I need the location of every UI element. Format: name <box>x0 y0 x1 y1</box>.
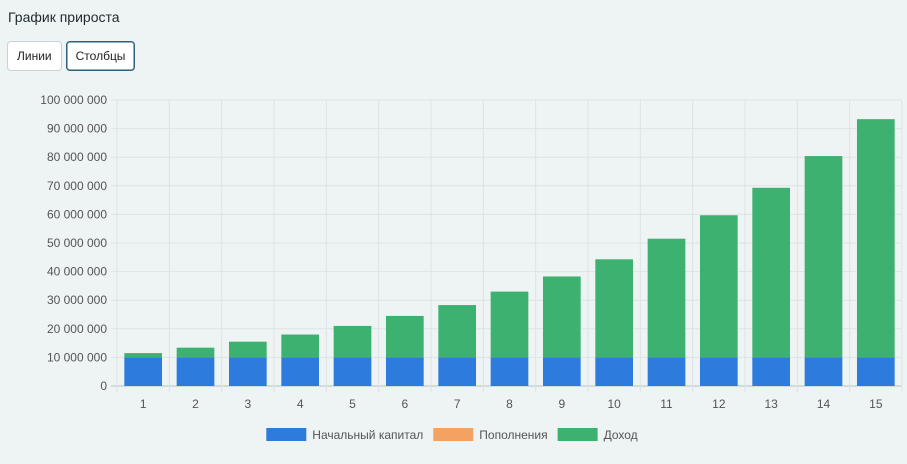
x-tick-label: 7 <box>454 397 461 411</box>
bar-начальный-капитал[interactable] <box>124 357 163 386</box>
bar-начальный-капитал[interactable] <box>804 357 843 386</box>
x-tick-label: 10 <box>607 397 621 411</box>
x-tick-label: 5 <box>349 397 356 411</box>
y-tick-label: 70 000 000 <box>47 179 107 193</box>
x-tick-label: 6 <box>401 397 408 411</box>
bar-начальный-капитал[interactable] <box>385 357 424 386</box>
columns-view-button[interactable]: Столбцы <box>65 41 136 71</box>
bar-начальный-капитал[interactable] <box>699 357 738 386</box>
bar-начальный-капитал[interactable] <box>542 357 581 386</box>
y-tick-label: 80 000 000 <box>47 150 107 164</box>
x-tick-label: 4 <box>297 397 304 411</box>
x-tick-label: 11 <box>660 397 673 411</box>
y-tick-label: 60 000 000 <box>47 207 107 221</box>
bar-доход[interactable] <box>752 187 791 358</box>
bar-доход[interactable] <box>804 156 843 358</box>
x-tick-label: 8 <box>506 397 513 411</box>
legend-swatch <box>557 428 598 441</box>
bar-доход[interactable] <box>228 341 267 358</box>
chart-view-toggle: Линии Столбцы <box>7 41 136 71</box>
bar-начальный-капитал[interactable] <box>228 357 267 386</box>
x-tick-label: 1 <box>140 397 147 411</box>
bar-доход[interactable] <box>542 276 581 358</box>
y-tick-label: 50 000 000 <box>47 236 107 250</box>
x-tick-label: 3 <box>244 397 251 411</box>
y-tick-label: 20 000 000 <box>47 322 107 336</box>
x-tick-label: 2 <box>192 397 199 411</box>
bar-доход[interactable] <box>385 315 424 358</box>
legend-label: Пополнения <box>479 428 547 442</box>
bar-доход[interactable] <box>333 325 372 358</box>
x-tick-label: 15 <box>869 397 883 411</box>
bar-доход[interactable] <box>176 347 215 358</box>
x-tick-label: 14 <box>817 397 831 411</box>
bar-доход[interactable] <box>647 238 686 358</box>
y-tick-label: 40 000 000 <box>47 265 107 279</box>
bar-начальный-капитал[interactable] <box>490 357 529 386</box>
bar-начальный-капитал[interactable] <box>752 357 791 386</box>
bar-начальный-капитал[interactable] <box>856 357 895 386</box>
bar-доход[interactable] <box>438 305 477 358</box>
bar-начальный-капитал[interactable] <box>281 357 320 386</box>
y-tick-label: 30 000 000 <box>47 293 107 307</box>
legend-swatch <box>433 428 474 441</box>
y-tick-label: 90 000 000 <box>47 122 107 136</box>
bar-начальный-капитал[interactable] <box>595 357 634 386</box>
bar-начальный-капитал[interactable] <box>438 357 477 386</box>
y-tick-label: 10 000 000 <box>47 350 107 364</box>
legend-label: Начальный капитал <box>312 428 423 442</box>
lines-view-button[interactable]: Линии <box>7 41 62 71</box>
bar-доход[interactable] <box>856 119 895 358</box>
y-tick-label: 100 000 000 <box>40 93 107 107</box>
x-tick-label: 9 <box>558 397 565 411</box>
bar-начальный-капитал[interactable] <box>647 357 686 386</box>
bar-доход[interactable] <box>124 353 163 358</box>
bar-доход[interactable] <box>595 259 634 358</box>
y-tick-label: 0 <box>100 379 107 393</box>
bar-начальный-капитал[interactable] <box>333 357 372 386</box>
bar-доход[interactable] <box>699 215 738 358</box>
bar-доход[interactable] <box>281 334 320 358</box>
legend-label: Доход <box>604 428 638 442</box>
bar-начальный-капитал[interactable] <box>176 357 215 386</box>
chart-title: График прироста <box>8 9 120 25</box>
x-tick-label: 12 <box>712 397 726 411</box>
bar-доход[interactable] <box>490 291 529 358</box>
legend-swatch <box>266 428 307 441</box>
x-tick-label: 13 <box>764 397 778 411</box>
